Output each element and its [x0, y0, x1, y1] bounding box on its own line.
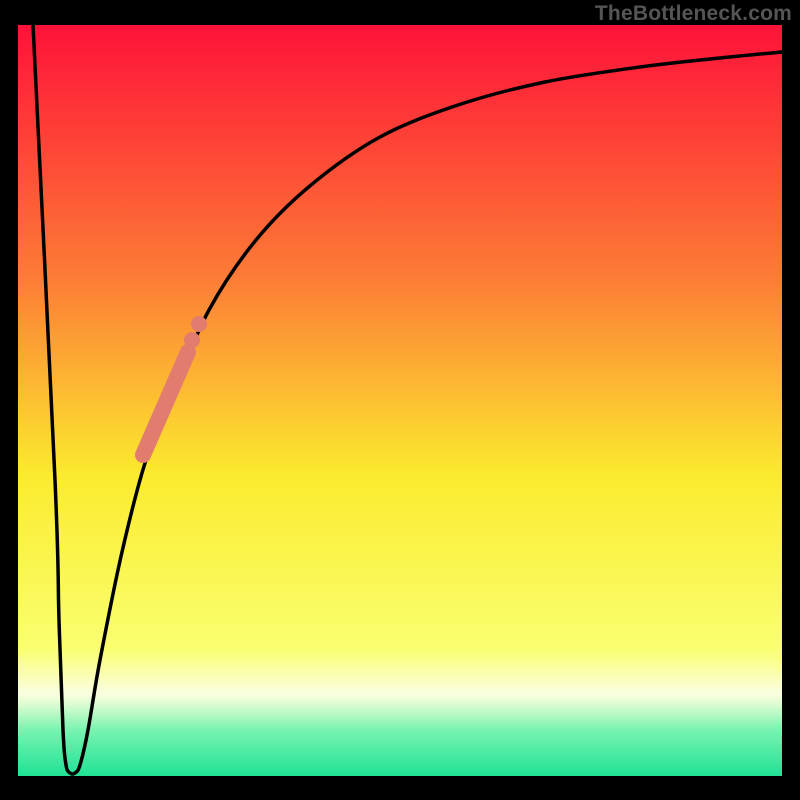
highlight-dot	[191, 316, 207, 332]
chart-stage: TheBottleneck.com	[0, 0, 800, 800]
chart-svg	[0, 0, 800, 800]
watermark-text: TheBottleneck.com	[595, 2, 792, 26]
plot-area	[18, 25, 782, 776]
highlight-dot	[184, 332, 200, 348]
